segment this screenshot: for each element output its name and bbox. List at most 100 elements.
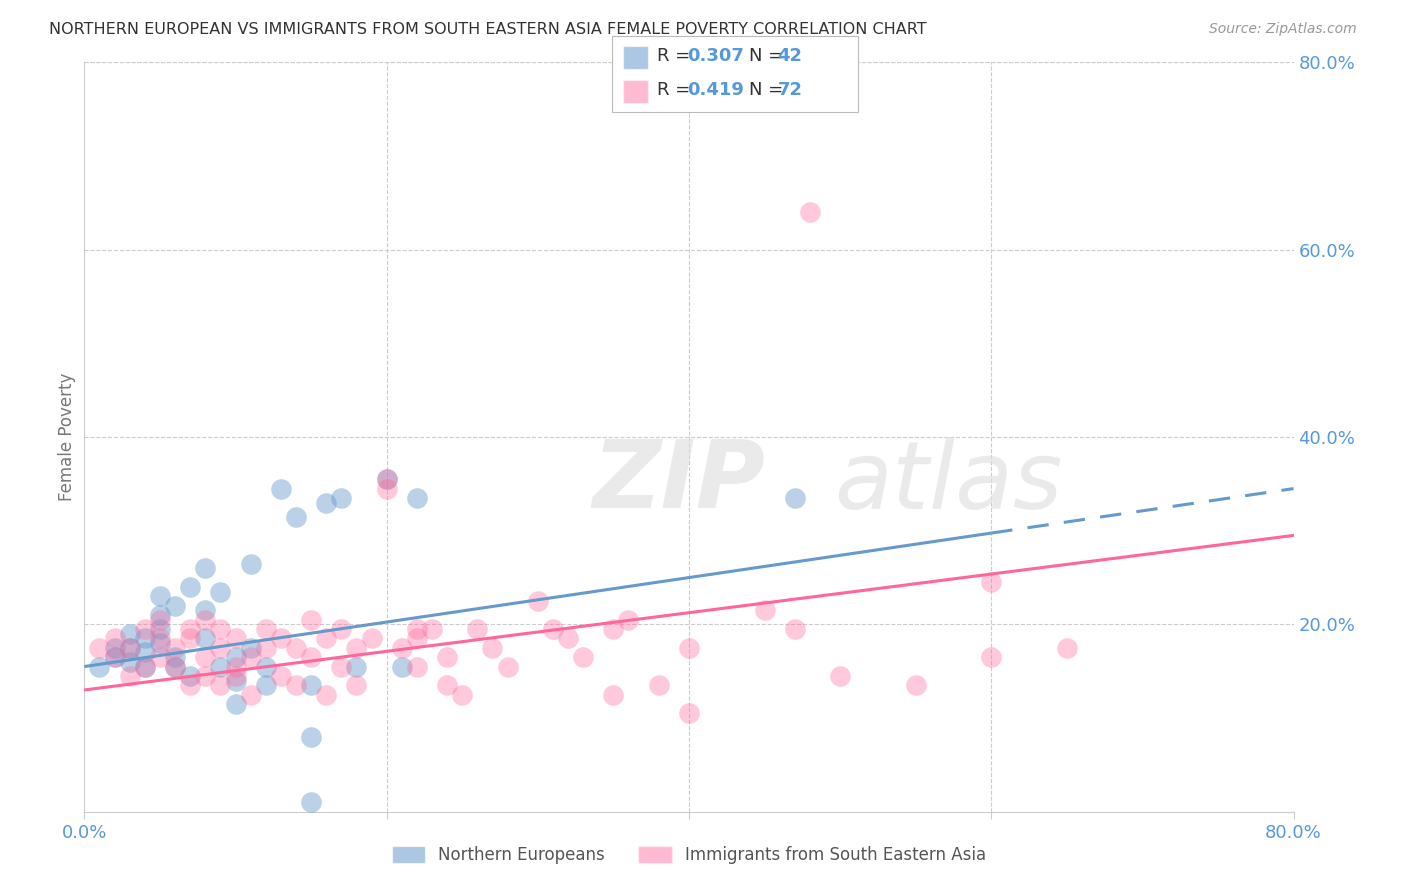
Point	[648, 678, 671, 692]
Point	[225, 697, 247, 711]
Point	[149, 636, 172, 650]
Point	[149, 632, 172, 646]
Point	[406, 632, 429, 646]
Point	[375, 472, 398, 486]
Point	[678, 706, 700, 721]
Point	[134, 646, 156, 660]
Point	[194, 669, 217, 683]
Point	[572, 650, 595, 665]
Point	[602, 622, 624, 636]
Point	[315, 496, 337, 510]
Point	[165, 599, 187, 613]
Text: Source: ZipAtlas.com: Source: ZipAtlas.com	[1209, 22, 1357, 37]
Point	[375, 472, 398, 486]
Text: 72: 72	[778, 81, 803, 99]
Point	[783, 622, 806, 636]
Point	[980, 575, 1002, 590]
Point	[104, 650, 127, 665]
Point	[225, 669, 247, 683]
Point	[149, 608, 172, 623]
Point	[165, 659, 187, 673]
Point	[179, 622, 201, 636]
Point	[467, 622, 489, 636]
Point	[299, 796, 322, 810]
Point	[360, 632, 382, 646]
Point	[254, 678, 277, 692]
Text: R =: R =	[657, 47, 696, 65]
Point	[104, 632, 127, 646]
Point	[541, 622, 564, 636]
Text: ZIP: ZIP	[592, 436, 765, 528]
Point	[149, 622, 172, 636]
Point	[239, 650, 262, 665]
Text: 42: 42	[778, 47, 803, 65]
Legend: Northern Europeans, Immigrants from South Eastern Asia: Northern Europeans, Immigrants from Sout…	[385, 839, 993, 871]
Point	[830, 669, 852, 683]
Point	[239, 557, 262, 571]
Point	[118, 640, 141, 655]
Point	[783, 491, 806, 505]
Point	[754, 603, 776, 617]
Point	[678, 640, 700, 655]
Point	[481, 640, 503, 655]
Point	[194, 650, 217, 665]
Point	[104, 650, 127, 665]
Point	[391, 659, 413, 673]
Point	[194, 613, 217, 627]
Text: 0.307: 0.307	[688, 47, 744, 65]
Point	[89, 640, 111, 655]
Point	[330, 491, 353, 505]
Point	[225, 650, 247, 665]
Point	[118, 655, 141, 669]
Point	[239, 640, 262, 655]
Y-axis label: Female Poverty: Female Poverty	[58, 373, 76, 501]
Point	[209, 659, 232, 673]
Point	[346, 678, 368, 692]
Point	[980, 650, 1002, 665]
Point	[179, 580, 201, 594]
Point	[496, 659, 519, 673]
Point	[617, 613, 640, 627]
Text: N =: N =	[749, 47, 789, 65]
Point	[375, 482, 398, 496]
Point	[285, 678, 308, 692]
Text: 0.419: 0.419	[688, 81, 744, 99]
Point	[299, 730, 322, 744]
Point	[149, 650, 172, 665]
Point	[209, 622, 232, 636]
Point	[118, 640, 141, 655]
Point	[118, 669, 141, 683]
Point	[134, 659, 156, 673]
Text: atlas: atlas	[834, 436, 1063, 527]
Point	[254, 622, 277, 636]
Point	[134, 659, 156, 673]
Point	[285, 509, 308, 524]
Point	[391, 640, 413, 655]
Point	[406, 659, 429, 673]
Point	[209, 640, 232, 655]
Point	[165, 650, 187, 665]
Point	[299, 613, 322, 627]
Point	[315, 632, 337, 646]
Point	[527, 594, 550, 608]
Text: N =: N =	[749, 81, 789, 99]
Point	[194, 603, 217, 617]
Point	[451, 688, 474, 702]
Point	[799, 205, 821, 219]
Point	[270, 482, 292, 496]
Point	[315, 688, 337, 702]
Point	[225, 659, 247, 673]
Point	[149, 590, 172, 604]
Point	[225, 632, 247, 646]
Point	[346, 640, 368, 655]
Point	[330, 659, 353, 673]
Point	[179, 669, 201, 683]
Point	[179, 632, 201, 646]
Point	[270, 669, 292, 683]
Point	[602, 688, 624, 702]
Point	[436, 678, 458, 692]
Text: NORTHERN EUROPEAN VS IMMIGRANTS FROM SOUTH EASTERN ASIA FEMALE POVERTY CORRELATI: NORTHERN EUROPEAN VS IMMIGRANTS FROM SOU…	[49, 22, 927, 37]
Point	[406, 622, 429, 636]
Point	[270, 632, 292, 646]
Point	[330, 622, 353, 636]
